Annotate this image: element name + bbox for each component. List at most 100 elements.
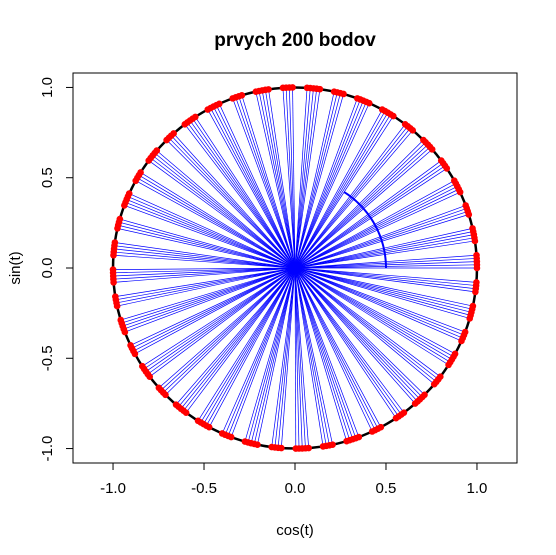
ray-line bbox=[203, 267, 296, 425]
ray-line bbox=[294, 100, 364, 269]
ray-line bbox=[292, 87, 296, 269]
ray-line bbox=[143, 267, 296, 370]
data-point bbox=[303, 84, 311, 92]
data-point bbox=[469, 302, 477, 310]
ray-line bbox=[130, 267, 296, 346]
ray-line bbox=[192, 118, 296, 269]
data-point bbox=[451, 350, 459, 358]
ray-line bbox=[294, 87, 308, 269]
data-point bbox=[279, 84, 287, 92]
ray-line bbox=[150, 157, 296, 269]
ray-line bbox=[257, 267, 296, 445]
ray-line bbox=[118, 221, 296, 269]
ray-line bbox=[183, 267, 296, 411]
ray-line bbox=[124, 205, 296, 269]
data-point bbox=[182, 409, 190, 416]
data-point bbox=[227, 433, 235, 441]
ray-line bbox=[160, 267, 296, 391]
y-axis-label: sin(t) bbox=[7, 251, 24, 284]
ray-line bbox=[294, 267, 470, 319]
y-axis: -1.0 -0.5 0.0 0.5 1.0 bbox=[39, 77, 73, 461]
ray-line bbox=[294, 88, 311, 269]
ray-line bbox=[113, 267, 296, 280]
ray-line bbox=[162, 267, 296, 393]
ray-line bbox=[271, 267, 296, 448]
ray-line bbox=[294, 267, 347, 442]
ray-line bbox=[116, 267, 296, 304]
data-point bbox=[162, 391, 169, 399]
data-point bbox=[121, 328, 129, 336]
ray-line bbox=[113, 254, 296, 269]
ray-line bbox=[117, 228, 296, 269]
ray-line bbox=[115, 267, 296, 301]
chart-title: prvych 200 bodov bbox=[214, 30, 376, 51]
data-point bbox=[163, 136, 170, 144]
ray-line bbox=[294, 267, 324, 447]
ray-line bbox=[115, 267, 296, 297]
ray-line bbox=[294, 267, 437, 383]
ray-line bbox=[274, 267, 296, 448]
ray-line bbox=[224, 267, 296, 435]
ray-line bbox=[294, 267, 473, 307]
ray-line bbox=[114, 248, 296, 269]
ray-line bbox=[184, 124, 296, 269]
ray-line bbox=[166, 139, 296, 269]
ray-line bbox=[235, 97, 296, 269]
ray-line bbox=[294, 267, 402, 415]
ray-line bbox=[294, 267, 310, 449]
ray-line bbox=[294, 267, 476, 293]
ray-line bbox=[294, 267, 441, 377]
ray-line bbox=[294, 267, 454, 357]
ray-line bbox=[134, 267, 296, 355]
data-point bbox=[131, 350, 139, 358]
ray-line bbox=[131, 267, 296, 349]
ray-line bbox=[133, 267, 296, 352]
ray-line bbox=[294, 267, 373, 432]
ray-line bbox=[294, 267, 449, 366]
ray-line bbox=[294, 109, 383, 269]
ray-line bbox=[294, 267, 327, 446]
x-tick-label: 1.0 bbox=[467, 480, 488, 497]
data-point bbox=[146, 373, 154, 380]
ray-line bbox=[294, 267, 416, 404]
ray-line bbox=[294, 267, 303, 449]
ray-line bbox=[294, 267, 463, 339]
ray-line bbox=[149, 267, 296, 377]
ray-line bbox=[244, 267, 296, 442]
ray-line bbox=[238, 96, 296, 269]
ray-line bbox=[113, 267, 296, 270]
ray-line bbox=[197, 267, 296, 421]
ray-line bbox=[294, 267, 477, 283]
ray-line bbox=[218, 103, 296, 269]
ray-line bbox=[121, 267, 296, 324]
ray-line bbox=[127, 196, 296, 269]
data-point bbox=[420, 136, 427, 144]
ray-line bbox=[180, 267, 296, 409]
ray-line bbox=[294, 89, 321, 269]
ray-line bbox=[294, 267, 435, 385]
data-point bbox=[330, 88, 338, 95]
ray-line bbox=[294, 267, 300, 449]
ray-line bbox=[255, 91, 296, 269]
ray-line bbox=[294, 103, 370, 269]
ray-line bbox=[294, 267, 376, 431]
ray-line bbox=[213, 106, 296, 269]
ray-line bbox=[120, 267, 296, 321]
ray-line bbox=[294, 92, 338, 269]
ray-line bbox=[113, 267, 296, 283]
y-tick-label: 1.0 bbox=[39, 77, 56, 98]
ray-line bbox=[119, 218, 296, 269]
ray-line bbox=[261, 90, 296, 269]
ray-line bbox=[294, 267, 453, 360]
data-point bbox=[473, 279, 480, 286]
data-point bbox=[204, 106, 212, 113]
ray-line bbox=[148, 160, 296, 269]
data-point bbox=[421, 391, 428, 399]
data-point bbox=[110, 279, 117, 286]
ray-line bbox=[145, 267, 296, 372]
data-point bbox=[278, 444, 285, 452]
x-axis: -1.0 -0.5 0.0 0.5 1.0 bbox=[100, 463, 487, 497]
ray-line bbox=[158, 267, 296, 389]
ray-line bbox=[294, 267, 333, 445]
